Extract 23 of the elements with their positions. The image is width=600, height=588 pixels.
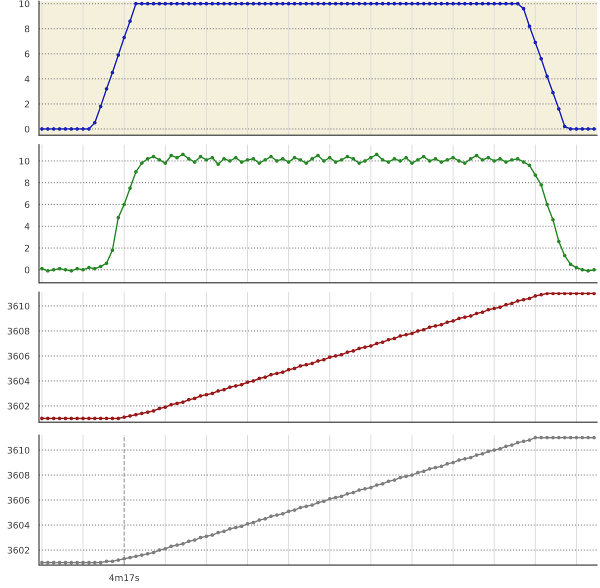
y-tick-label: 0 xyxy=(24,266,30,274)
y-tick-label: 8 xyxy=(24,179,30,186)
x-tick-label: 4m17s xyxy=(109,574,140,582)
y-tick-label: 6 xyxy=(24,201,30,208)
y-tick-label: 2 xyxy=(24,100,30,108)
y-tick-label: 4 xyxy=(24,223,30,230)
y-tick-label: 0 xyxy=(24,126,30,133)
y-tick-label: 2 xyxy=(24,244,30,252)
y-tick-label: 3608 xyxy=(8,472,30,479)
y-tick-label: 3602 xyxy=(8,546,30,554)
y-tick-label: 3608 xyxy=(8,328,30,335)
y-tick-label: 3606 xyxy=(8,352,30,360)
y-tick-label: 3606 xyxy=(8,496,30,504)
y-tick-label: 3602 xyxy=(8,402,30,410)
y-tick-label: 3604 xyxy=(8,378,30,385)
y-tick-label: 10 xyxy=(19,0,30,8)
y-tick-label: 3604 xyxy=(8,522,30,529)
y-tick-label: 6 xyxy=(24,50,30,58)
y-tick-label: 3610 xyxy=(8,446,30,454)
y-tick-label: 8 xyxy=(24,25,30,32)
y-tick-label: 10 xyxy=(19,158,30,165)
y-tick-label: 4 xyxy=(24,76,30,82)
y-tick-label: 3610 xyxy=(8,302,30,310)
